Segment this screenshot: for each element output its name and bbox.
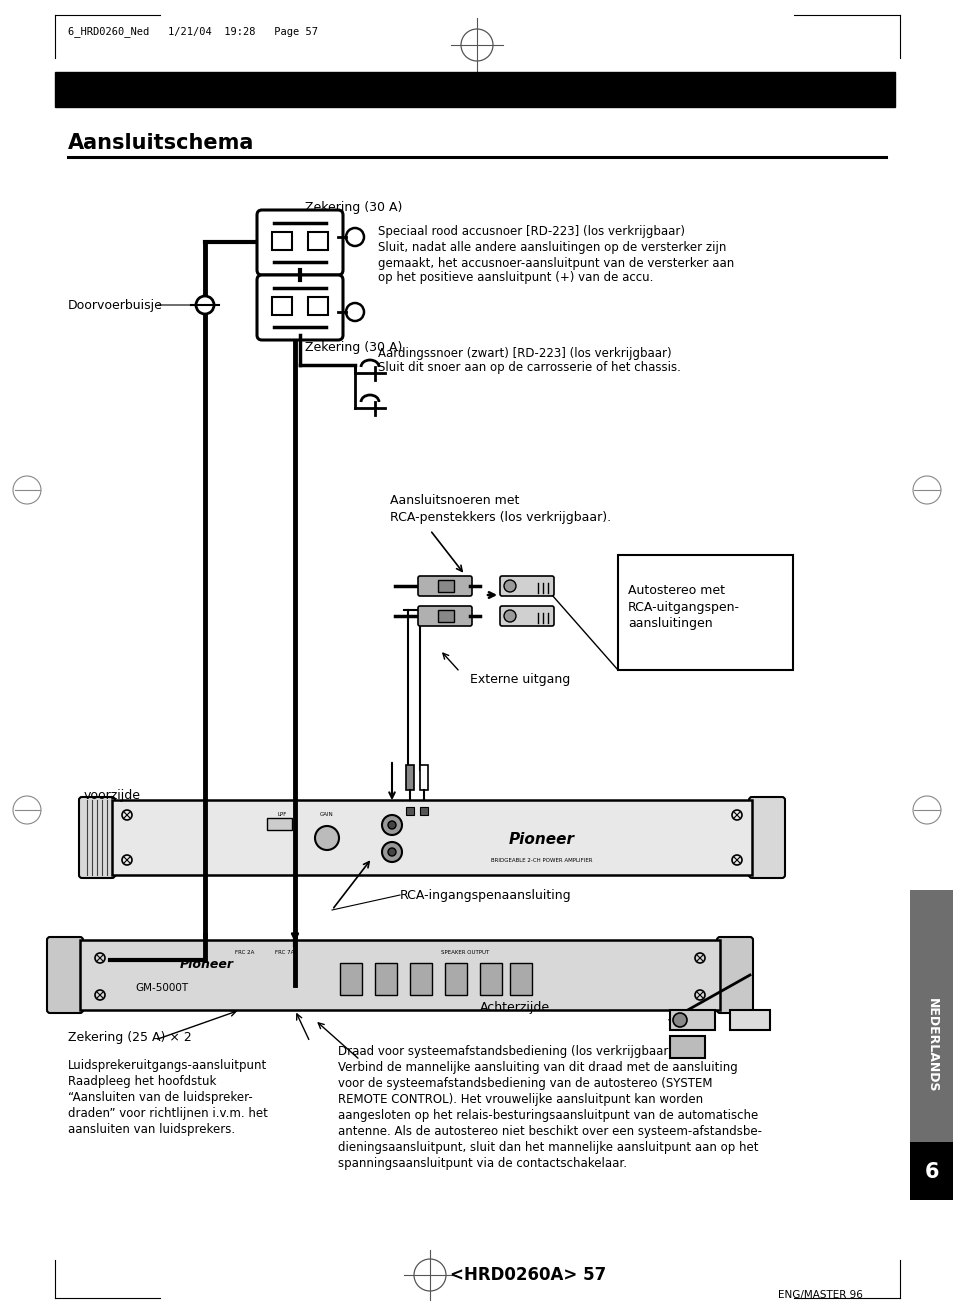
Circle shape [388, 821, 395, 829]
Text: REMOTE CONTROL). Het vrouwelijke aansluitpunt kan worden: REMOTE CONTROL). Het vrouwelijke aanslui… [337, 1094, 702, 1107]
Text: 6_HRD0260_Ned   1/21/04  19:28   Page 57: 6_HRD0260_Ned 1/21/04 19:28 Page 57 [68, 26, 317, 38]
Bar [267, 818, 292, 830]
Bar [729, 1010, 769, 1029]
Text: Luidsprekeruitgangs-aansluitpunt: Luidsprekeruitgangs-aansluitpunt [68, 1058, 267, 1071]
Bar [419, 765, 428, 790]
Text: 6: 6 [923, 1162, 939, 1182]
Text: Zekering (30 A): Zekering (30 A) [305, 201, 402, 214]
Text: LPF: LPF [277, 813, 287, 818]
Text: Sluit dit snoer aan op de carrosserie of het chassis.: Sluit dit snoer aan op de carrosserie of… [377, 361, 680, 374]
FancyBboxPatch shape [748, 797, 784, 878]
Text: RCA-uitgangspen-: RCA-uitgangspen- [627, 600, 740, 613]
Bar [112, 800, 751, 874]
FancyBboxPatch shape [717, 937, 752, 1014]
Text: op het positieve aansluitpunt (+) van de accu.: op het positieve aansluitpunt (+) van de… [377, 272, 653, 285]
Text: dieningsaansluitpunt, sluit dan het mannelijke aansluitpunt aan op het: dieningsaansluitpunt, sluit dan het mann… [337, 1141, 758, 1154]
Bar [272, 232, 292, 249]
Circle shape [195, 295, 213, 314]
Bar [339, 962, 361, 995]
Text: RCA-penstekkers (los verkrijgbaar).: RCA-penstekkers (los verkrijgbaar). [390, 511, 611, 524]
Text: FRC 7A: FRC 7A [274, 949, 294, 955]
Text: Verbind de mannelijke aansluiting van dit draad met de aansluiting: Verbind de mannelijke aansluiting van di… [337, 1061, 737, 1074]
Text: Aardingssnoer (zwart) [RD-223] (los verkrijgbaar): Aardingssnoer (zwart) [RD-223] (los verk… [377, 347, 671, 360]
Text: Zekering (30 A): Zekering (30 A) [305, 340, 402, 353]
FancyBboxPatch shape [256, 274, 343, 340]
FancyBboxPatch shape [47, 937, 83, 1014]
Text: aansluitingen: aansluitingen [627, 617, 712, 630]
Text: spanningsaansluitpunt via de contactschakelaar.: spanningsaansluitpunt via de contactscha… [337, 1158, 626, 1170]
FancyBboxPatch shape [417, 607, 472, 626]
Bar [669, 1036, 704, 1058]
Bar [444, 962, 467, 995]
Text: <HRD0260A> 57: <HRD0260A> 57 [450, 1266, 605, 1284]
Text: Pioneer: Pioneer [180, 958, 233, 972]
Bar [669, 1010, 714, 1029]
Text: Zekering (25 A) × 2: Zekering (25 A) × 2 [68, 1032, 192, 1045]
Text: Achterzijde: Achterzijde [479, 1002, 550, 1015]
Bar [406, 807, 414, 815]
FancyBboxPatch shape [256, 210, 343, 274]
Text: Externe uitgang: Externe uitgang [470, 674, 570, 687]
Text: gemaakt, het accusnoer-aansluitpunt van de versterker aan: gemaakt, het accusnoer-aansluitpunt van … [377, 256, 734, 269]
Bar [55, 72, 894, 106]
Bar [479, 962, 501, 995]
Text: aansluiten van luidsprekers.: aansluiten van luidsprekers. [68, 1123, 234, 1136]
Circle shape [381, 815, 401, 835]
FancyBboxPatch shape [417, 576, 472, 596]
Text: aangesloten op het relais-besturingsaansluitpunt van de automatische: aangesloten op het relais-besturingsaans… [337, 1109, 758, 1123]
Text: ENG/MASTER 96: ENG/MASTER 96 [777, 1289, 862, 1300]
Text: Aansluitschema: Aansluitschema [68, 133, 254, 154]
Text: FRC 2A: FRC 2A [234, 949, 254, 955]
Bar [375, 962, 396, 995]
Text: GAIN: GAIN [320, 813, 334, 818]
Circle shape [381, 842, 401, 863]
Circle shape [672, 1014, 686, 1027]
Bar [308, 297, 328, 315]
Text: NEDERLANDS: NEDERLANDS [924, 998, 938, 1092]
Bar [437, 580, 454, 592]
Bar [618, 555, 792, 670]
Bar [909, 1142, 953, 1200]
Text: Doorvoerbuisje: Doorvoerbuisje [68, 298, 163, 311]
Bar [419, 807, 428, 815]
FancyBboxPatch shape [79, 797, 115, 878]
Bar [308, 232, 328, 249]
Bar [437, 611, 454, 622]
Bar [410, 962, 432, 995]
Bar [272, 297, 292, 315]
Text: voorzijde: voorzijde [84, 789, 141, 801]
Text: voor de systeemafstandsbediening van de autostereo (SYSTEM: voor de systeemafstandsbediening van de … [337, 1078, 712, 1091]
Text: antenne. Als de autostereo niet beschikt over een systeem-afstandsbe-: antenne. Als de autostereo niet beschikt… [337, 1125, 761, 1138]
Circle shape [314, 826, 338, 850]
Text: “Aansluiten van de luidspreker-: “Aansluiten van de luidspreker- [68, 1091, 253, 1103]
Text: Raadpleeg het hoofdstuk: Raadpleeg het hoofdstuk [68, 1074, 216, 1087]
FancyBboxPatch shape [499, 607, 554, 626]
Text: BRIDGEABLE 2-CH POWER AMPLIFIER: BRIDGEABLE 2-CH POWER AMPLIFIER [491, 857, 592, 863]
Text: Autostereo met: Autostereo met [627, 583, 724, 596]
Text: Draad voor systeemafstandsbediening (los verkrijgbaar): Draad voor systeemafstandsbediening (los… [337, 1045, 672, 1058]
Text: Speciaal rood accusnoer [RD-223] (los verkrijgbaar): Speciaal rood accusnoer [RD-223] (los ve… [377, 226, 684, 239]
Text: Aansluitsnoeren met: Aansluitsnoeren met [390, 494, 518, 507]
Text: SPEAKER OUTPUT: SPEAKER OUTPUT [440, 949, 489, 955]
Bar [909, 890, 953, 1200]
FancyBboxPatch shape [499, 576, 554, 596]
Bar [406, 765, 414, 790]
Text: Sluit, nadat alle andere aansluitingen op de versterker zijn: Sluit, nadat alle andere aansluitingen o… [377, 242, 725, 255]
Text: draden” voor richtlijnen i.v.m. het: draden” voor richtlijnen i.v.m. het [68, 1107, 268, 1120]
Circle shape [503, 580, 516, 592]
Text: GM-5000T: GM-5000T [135, 983, 188, 993]
Bar [80, 940, 720, 1010]
Circle shape [388, 848, 395, 856]
Text: RCA-ingangspenaansluiting: RCA-ingangspenaansluiting [399, 889, 571, 902]
Text: Pioneer: Pioneer [509, 832, 575, 847]
Bar [510, 962, 532, 995]
Circle shape [503, 611, 516, 622]
